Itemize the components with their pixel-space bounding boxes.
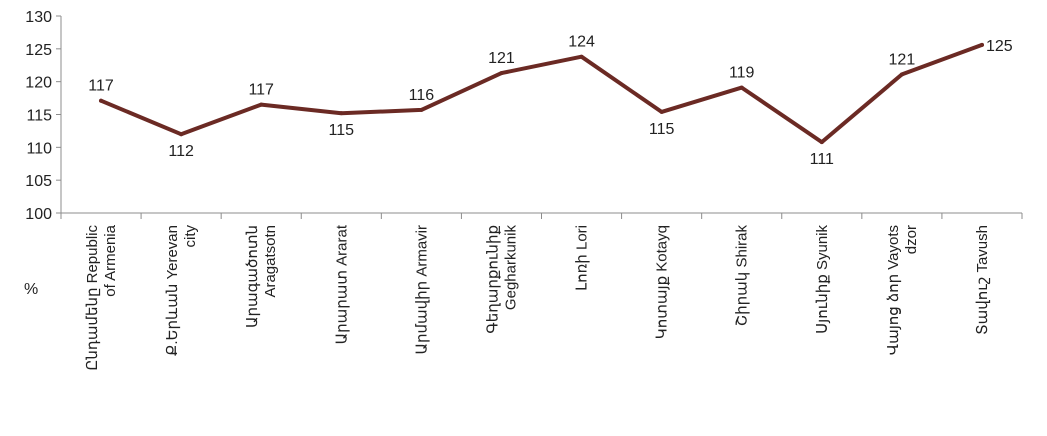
y-tick-label: 125 [25,42,52,59]
data-point [819,140,824,145]
x-category-label: ԳեղարքունիքGegharkunik [484,225,519,334]
y-tick-label: 130 [25,9,52,26]
data-point [499,71,504,76]
data-label: 117 [248,82,274,99]
y-axis-label: % [24,281,39,298]
data-label: 117 [88,78,114,95]
data-point [979,42,984,47]
data-label: 116 [409,87,435,104]
x-category-label: Արարատ Ararat [333,224,350,344]
x-category-label: Արմավիր Armavir [413,225,430,354]
data-point [99,98,104,103]
y-tick-label: 100 [25,206,52,223]
data-point [179,132,184,137]
data-label: 115 [329,122,355,139]
data-point [339,111,344,116]
x-category-label: Սյունիք Syunik [814,225,831,334]
data-label: 121 [488,50,515,67]
data-point [899,72,904,77]
data-label: 111 [810,151,834,168]
y-tick-label: 110 [26,140,52,157]
x-category-label: Վայոց ձոր Vayotsdzor [885,225,920,355]
data-label: 112 [168,143,194,160]
y-tick-label: 120 [25,75,52,92]
data-point [259,102,264,107]
y-tick-label: 105 [25,173,52,190]
data-label: 125 [986,38,1013,55]
x-category-label: Ընդամենը Republicof Armenia [84,224,119,370]
x-category-label: Տավուշ Tavush [974,225,991,335]
x-category-label: ԱրագածոտնAragatsotn [244,225,279,328]
data-point [659,109,664,114]
y-tick-label: 115 [26,108,52,125]
x-category-label: Ք.Երևան Yerevancity [164,225,199,356]
data-point [739,85,744,90]
data-label: 115 [649,121,675,138]
x-category-label: Շիրակ Shirak [734,225,751,327]
data-label: 121 [889,51,916,68]
series-line [99,42,984,145]
data-label: 124 [568,34,595,51]
data-point [579,54,584,59]
x-category-label: Լոռի Lori [574,225,591,291]
data-label: 119 [729,65,755,82]
data-point [419,107,424,112]
x-category-label: Կոտայք Kotayq [654,225,671,339]
